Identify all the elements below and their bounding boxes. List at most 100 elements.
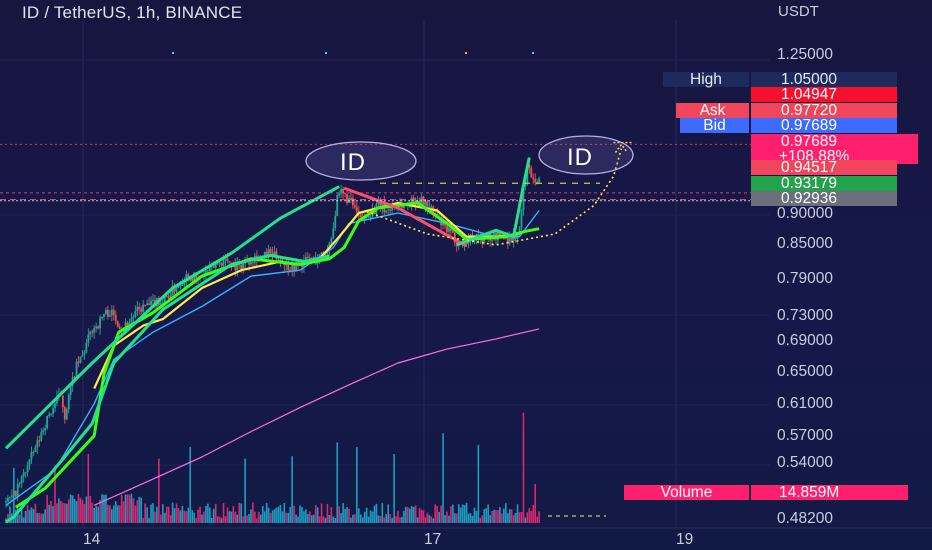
volume-bar [232,505,235,523]
ask-label: Ask [676,103,749,118]
volume-bar [16,508,19,523]
volume-bar [389,513,391,523]
candle [402,205,405,208]
volume-bar [446,511,448,523]
volume-bar [532,504,535,523]
volume-bar [120,494,123,523]
volume-bar [199,506,201,523]
volume-bar [330,507,333,523]
y-tick-label: 0.69000 [777,332,834,349]
candle [12,491,15,496]
green-trend-line [5,253,330,524]
candle [206,270,209,272]
red-level-value: 1.04947 [751,87,897,102]
candle [389,209,392,211]
candle [126,322,129,328]
candle [54,403,56,409]
volume-bar [432,518,435,523]
y-tick-label: 0.65000 [777,363,834,380]
volume-bar [442,433,444,523]
volume-bar [405,506,407,523]
volume-bar [358,508,360,523]
candle [355,207,358,212]
candle [22,472,25,477]
candle [9,497,11,499]
volume-bar [240,503,242,523]
volume-bar [520,511,523,523]
candle [522,186,525,210]
volume-bar [126,494,129,523]
right-circle-label: ID [567,144,593,171]
y-tick-label: 0.73000 [777,307,834,324]
volume-bar [134,505,137,523]
volume-bar [103,494,105,523]
candle [306,257,309,259]
high-label: High [663,72,749,87]
volume-bar [195,517,197,523]
green-trend-line [4,185,340,450]
volume-bar [538,511,540,523]
y-tick-label: 0.61000 [777,395,834,412]
volume-bar [216,516,219,523]
volume-bar [289,506,291,523]
candle [304,257,307,260]
candle [350,198,352,200]
volume-bar [136,500,139,523]
volume-bar [459,507,462,523]
volume-bar [373,505,376,523]
volume-bar [244,458,246,523]
candle [112,309,115,315]
candle [10,495,13,498]
symbol-title[interactable]: ID / TetherUS, 1h, BINANCE [22,3,243,22]
volume-bar [487,504,489,523]
candle [26,465,29,473]
candle [36,440,39,448]
candle [134,311,137,317]
candle [250,261,252,265]
candle [208,265,211,271]
candle [148,303,150,306]
volume-bar [383,517,386,523]
left-circle-label: ID [340,149,366,176]
volume-bar [83,503,86,523]
y-tick-label: 0.90000 [777,205,834,222]
volume-bar [218,516,221,523]
volume-bar [36,513,39,523]
candle [426,201,429,209]
candle [295,261,297,272]
volume-bar [489,515,491,523]
candle [508,237,511,244]
candle [330,238,333,244]
volume-bar [28,510,31,523]
candle [252,261,254,263]
volume-bar [207,503,209,523]
volume-bar [395,516,397,523]
candle [504,237,507,239]
volume-bar [416,517,419,523]
volume-bar [340,513,342,523]
candle [65,409,68,420]
volume-bar [20,507,23,523]
volume-bar [175,503,178,523]
volume-bar [105,494,107,523]
candle [320,252,323,255]
y-tick-label: 0.79000 [777,270,834,287]
volume-bar [144,503,146,523]
volume-bar [465,502,468,523]
candle [77,361,80,363]
candle [224,258,227,261]
volume-bar [107,504,109,523]
volume-bar [273,509,276,523]
candle [428,206,431,209]
x-tick-label: 14 [83,531,101,548]
candle [226,258,229,262]
candle [83,352,86,355]
volume-bar [387,504,389,523]
candle [191,277,194,281]
candle [116,321,119,327]
right-annotation-circle [538,135,634,175]
volume-bar [526,512,529,523]
orange-marker [465,52,467,54]
